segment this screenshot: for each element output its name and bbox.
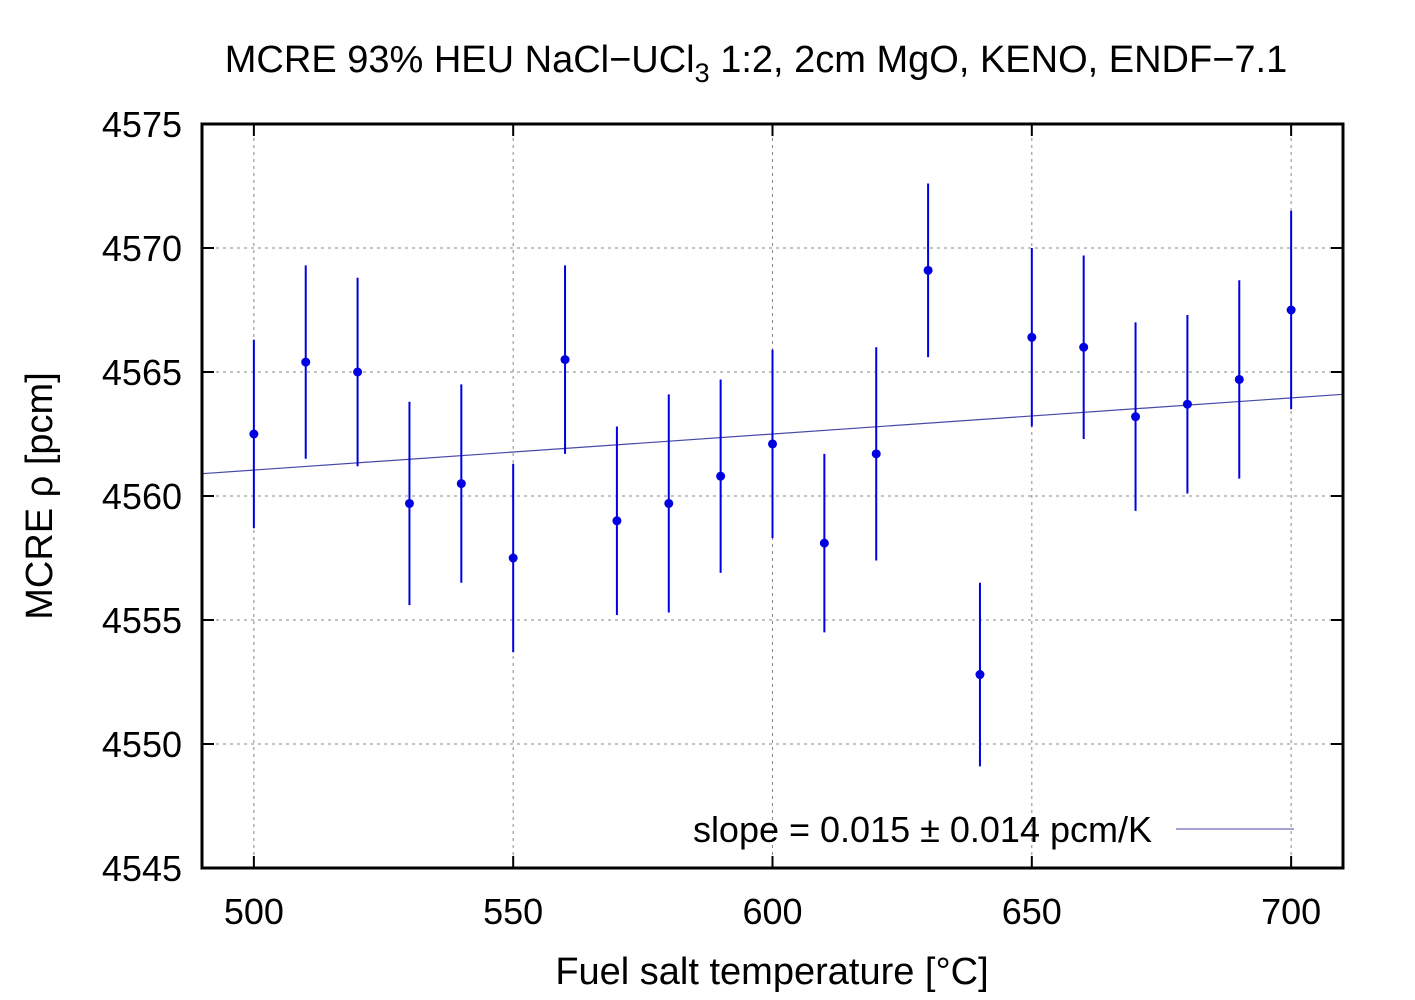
data-point [819,538,829,548]
data-point [975,670,985,680]
data-point [1286,305,1296,315]
y-tick-label: 4550 [102,724,182,765]
chart-title-rest: 1:2, 2cm MgO, KENO, ENDF−7.1 [710,39,1288,81]
x-tick-label: 650 [1002,891,1062,932]
chart-title-main: MCRE 93% HEU NaCl−UCl [225,39,695,81]
axis-ticks: 500 550 600 650 700 4545 4550 4555 4560 4565 4570 4… [102,104,1343,932]
y-tick-label: 4545 [102,848,182,889]
y-tick-label: 4560 [102,476,182,517]
chart-title-subscript: 3 [695,58,710,88]
chart-title: MCRE 93% HEU NaCl−UCl3 1:2, 2cm MgO, KEN… [225,39,1287,88]
data-point [1079,342,1089,352]
legend-label: slope = 0.015 ± 0.014 pcm/K [693,809,1152,850]
data-point [1131,412,1141,422]
legend: slope = 0.015 ± 0.014 pcm/K [693,809,1294,850]
x-tick-label: 700 [1261,891,1321,932]
data-point [1182,399,1192,409]
data-point [404,498,414,508]
x-tick-label: 500 [224,891,284,932]
y-tick-label: 4570 [102,228,182,269]
data-point [612,516,622,526]
data-point [353,367,363,377]
data-point [664,498,674,508]
x-tick-label: 600 [742,891,802,932]
y-tick-label: 4575 [102,104,182,145]
data-point [249,429,259,439]
x-axis-label: Fuel salt temperature [°C] [555,951,988,993]
data-point [871,449,881,459]
y-tick-label: 4555 [102,600,182,641]
data-points [249,183,1296,767]
data-point [716,471,726,481]
data-point [1027,332,1037,342]
y-axis-label: MCRE ρ [pcm] [19,372,61,620]
data-point [301,357,311,367]
x-tick-label: 550 [483,891,543,932]
data-point [456,479,466,489]
data-point [508,553,518,563]
data-point [560,355,570,365]
data-point [768,439,777,449]
data-point [1234,374,1244,384]
data-point [923,265,933,275]
y-tick-label: 4565 [102,352,182,393]
